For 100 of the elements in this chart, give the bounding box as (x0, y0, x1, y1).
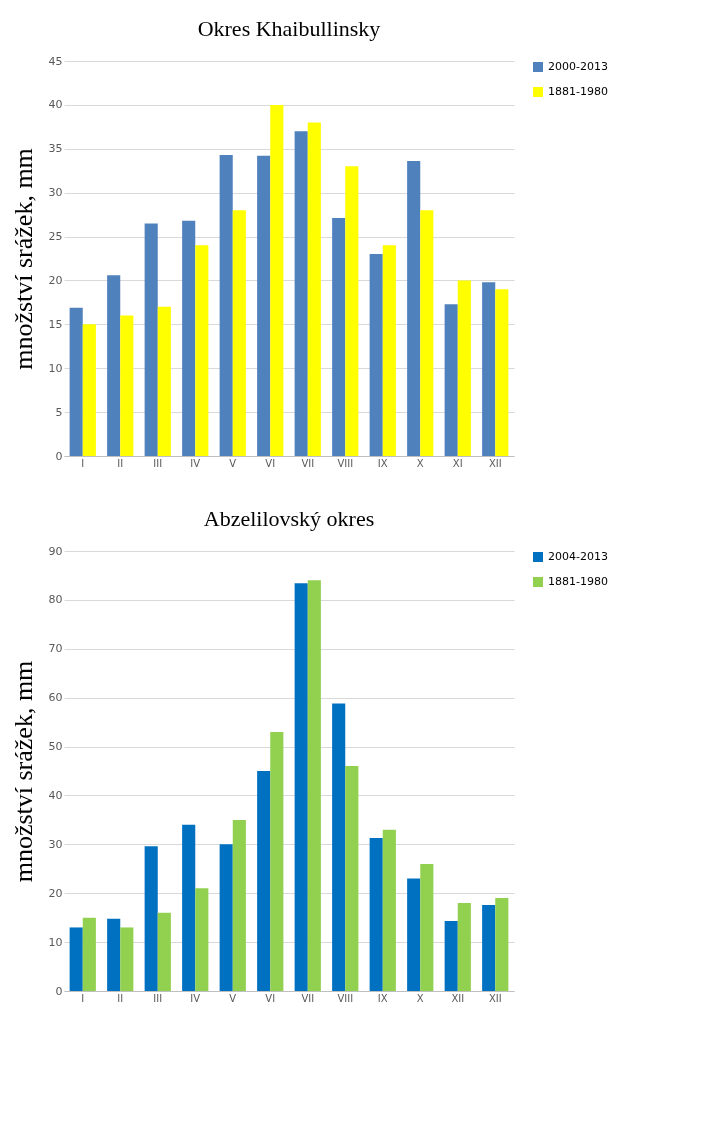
bar (69, 307, 83, 456)
legend-label: 1881-1980 (548, 575, 608, 588)
x-tick-label: IX (377, 457, 388, 469)
x-tick-label: VII (301, 992, 315, 1004)
bar (257, 155, 271, 456)
bar (294, 583, 308, 991)
bar (157, 912, 171, 991)
bar (157, 306, 171, 456)
x-tick-label: III (153, 457, 163, 469)
bar (82, 917, 96, 991)
x-tick-label: XII (488, 457, 502, 469)
legend-label: 1881-1980 (548, 85, 608, 98)
bar (144, 223, 158, 456)
bar (195, 245, 209, 456)
y-tick-label: 30 (48, 837, 63, 851)
x-tick-label: V (229, 457, 237, 469)
bar (407, 161, 421, 456)
bar (69, 927, 83, 991)
bar (219, 844, 233, 991)
bar (120, 315, 134, 456)
chart-title: Abzelilovský okres (203, 506, 375, 531)
bar (232, 819, 246, 991)
bar (369, 254, 383, 456)
x-tick-label: VI (265, 992, 276, 1004)
bar (457, 280, 471, 456)
y-tick-label: 35 (48, 142, 63, 156)
x-tick-label: X (416, 992, 424, 1004)
y-tick-label: 10 (48, 935, 63, 949)
bar (444, 304, 458, 456)
bar (82, 324, 96, 456)
y-tick-label: 20 (48, 273, 63, 287)
bar (107, 918, 121, 991)
y-tick-label: 50 (48, 740, 63, 754)
x-tick-label: XII (451, 992, 465, 1004)
bar (270, 731, 284, 991)
bar (332, 218, 346, 456)
x-tick-label: IX (377, 992, 388, 1004)
bar (307, 580, 321, 991)
bar (294, 131, 308, 456)
y-tick-label: 90 (48, 544, 63, 558)
x-tick-label: II (117, 992, 124, 1004)
bar (420, 863, 434, 991)
x-tick-label: I (81, 992, 85, 1004)
y-axis-title: množství srážek, mm (8, 660, 38, 883)
bar (270, 104, 284, 456)
bar (345, 766, 359, 991)
y-tick-label: 0 (55, 449, 63, 463)
bar (195, 888, 209, 991)
x-tick-label: IV (190, 457, 201, 469)
legend-label: 2000-2013 (548, 60, 608, 73)
y-tick-label: 20 (48, 886, 63, 900)
y-tick-label: 45 (48, 54, 63, 68)
bar (420, 210, 434, 456)
bar (219, 154, 233, 456)
x-tick-label: X (416, 457, 424, 469)
x-tick-label: XII (488, 992, 502, 1004)
bar (382, 829, 396, 991)
x-tick-label: XI (452, 457, 463, 469)
bar (107, 275, 121, 456)
bar (382, 245, 396, 456)
y-tick-label: 0 (55, 984, 63, 998)
bar (307, 122, 321, 456)
legend-label: 2004-2013 (548, 550, 608, 563)
y-tick-label: 25 (48, 230, 63, 244)
x-tick-label: II (117, 457, 124, 469)
x-tick-label: VIII (337, 457, 354, 469)
y-tick-label: 80 (48, 593, 63, 607)
y-tick-label: 40 (48, 98, 63, 112)
x-tick-label: VIII (337, 992, 354, 1004)
x-tick-label: IV (190, 992, 201, 1004)
bar (482, 282, 496, 456)
y-tick-label: 30 (48, 186, 63, 200)
bar (407, 878, 421, 991)
bar (482, 904, 496, 991)
bar (495, 898, 509, 991)
x-tick-label: VII (301, 457, 315, 469)
y-tick-label: 5 (55, 405, 63, 419)
y-axis-title: množství srážek, mm (8, 148, 38, 370)
y-tick-label: 60 (48, 691, 63, 705)
y-tick-label: 40 (48, 788, 63, 802)
bar (144, 846, 158, 991)
x-tick-label: I (81, 457, 85, 469)
bar (457, 903, 471, 991)
bar (182, 220, 196, 456)
chart-title: Okres Khaibullinsky (197, 16, 381, 41)
bar (257, 771, 271, 991)
y-tick-label: 70 (48, 642, 63, 656)
bar (345, 166, 359, 456)
y-tick-label: 15 (48, 317, 63, 331)
bar (232, 210, 246, 456)
bar (495, 289, 509, 456)
bar (444, 921, 458, 991)
y-tick-label: 10 (48, 361, 63, 375)
x-tick-label: V (229, 992, 237, 1004)
bar (182, 824, 196, 991)
bar (120, 927, 134, 991)
x-tick-label: III (153, 992, 163, 1004)
bar (332, 703, 346, 991)
x-tick-label: VI (265, 457, 276, 469)
bar (369, 837, 383, 991)
